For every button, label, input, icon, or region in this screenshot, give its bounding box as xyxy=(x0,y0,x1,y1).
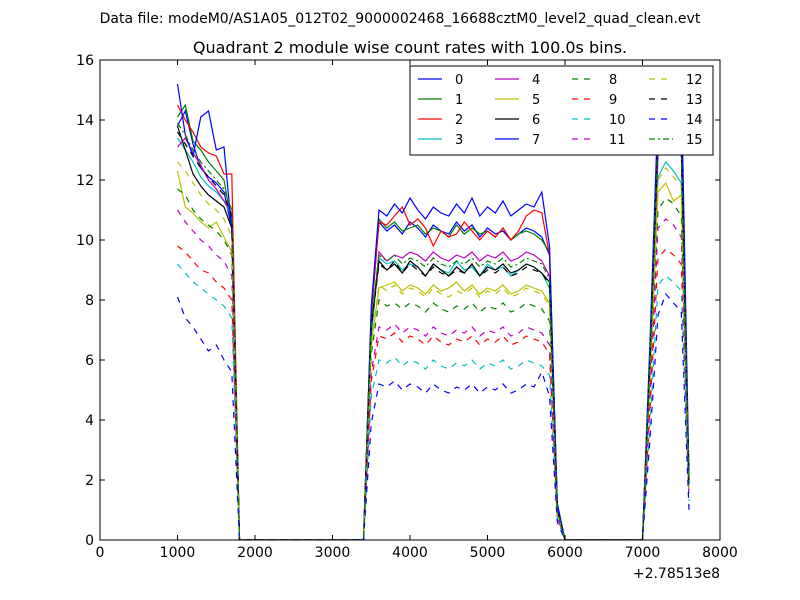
legend-label-13: 13 xyxy=(686,93,703,108)
y-tick-label: 12 xyxy=(76,173,94,189)
chart-title: Quadrant 2 module wise count rates with … xyxy=(193,38,627,57)
y-tick-label: 0 xyxy=(85,533,94,549)
series-line-13 xyxy=(176,131,690,540)
legend-label-4: 4 xyxy=(532,73,540,88)
x-offset-label: +2.78513e8 xyxy=(633,566,720,582)
legend-label-8: 8 xyxy=(609,73,617,88)
legend-label-2: 2 xyxy=(455,113,463,128)
series-line-15 xyxy=(176,122,690,540)
y-tick-label: 6 xyxy=(85,353,94,369)
y-tick-label: 16 xyxy=(76,53,94,69)
legend-label-12: 12 xyxy=(686,73,703,88)
legend-label-1: 1 xyxy=(455,93,463,108)
legend-box xyxy=(409,65,714,156)
x-tick-label: 8000 xyxy=(702,545,738,561)
x-tick-label: 4000 xyxy=(392,545,428,561)
legend-label-3: 3 xyxy=(455,133,463,148)
series-layer xyxy=(176,72,690,540)
x-tick-label: 1000 xyxy=(160,545,196,561)
series-line-3 xyxy=(176,137,690,540)
series-line-1 xyxy=(176,103,690,540)
y-tick-label: 2 xyxy=(85,473,94,489)
legend-label-5: 5 xyxy=(532,93,540,108)
x-tick-label: 7000 xyxy=(625,545,661,561)
series-line-7 xyxy=(176,72,690,540)
series-line-5 xyxy=(176,170,690,540)
x-tick-label: 3000 xyxy=(315,545,351,561)
series-line-14 xyxy=(176,292,690,540)
legend-label-7: 7 xyxy=(532,133,540,148)
series-line-11 xyxy=(176,209,690,540)
x-tick-label: 6000 xyxy=(547,545,583,561)
series-line-6 xyxy=(176,122,690,540)
x-tick-label: 2000 xyxy=(237,545,273,561)
legend-label-11: 11 xyxy=(609,133,626,148)
series-line-4 xyxy=(177,121,690,540)
y-tick-label: 10 xyxy=(76,233,94,249)
x-tick-label: 5000 xyxy=(470,545,506,561)
suptitle: Data file: modeM0/AS1A05_012T02_90000024… xyxy=(100,11,701,27)
y-tick-label: 14 xyxy=(76,113,94,129)
legend-label-9: 9 xyxy=(609,93,617,108)
series-line-12 xyxy=(177,161,690,540)
legend-label-0: 0 xyxy=(455,73,463,88)
legend-label-15: 15 xyxy=(686,133,703,148)
series-line-0 xyxy=(176,109,690,540)
y-tick-label: 4 xyxy=(85,413,94,429)
legend-label-6: 6 xyxy=(532,113,540,128)
series-line-8 xyxy=(177,188,690,540)
x-tick-label: 0 xyxy=(96,545,105,561)
series-line-2 xyxy=(176,104,690,540)
legend-label-10: 10 xyxy=(609,113,626,128)
series-line-10 xyxy=(177,263,690,540)
series-line-9 xyxy=(177,245,690,540)
y-tick-label: 8 xyxy=(85,293,94,309)
axis-layer: 0 1000 2000 3000 4000 5000 6000 7000 80000246810… xyxy=(76,53,738,561)
legend-label-14: 14 xyxy=(686,113,703,128)
